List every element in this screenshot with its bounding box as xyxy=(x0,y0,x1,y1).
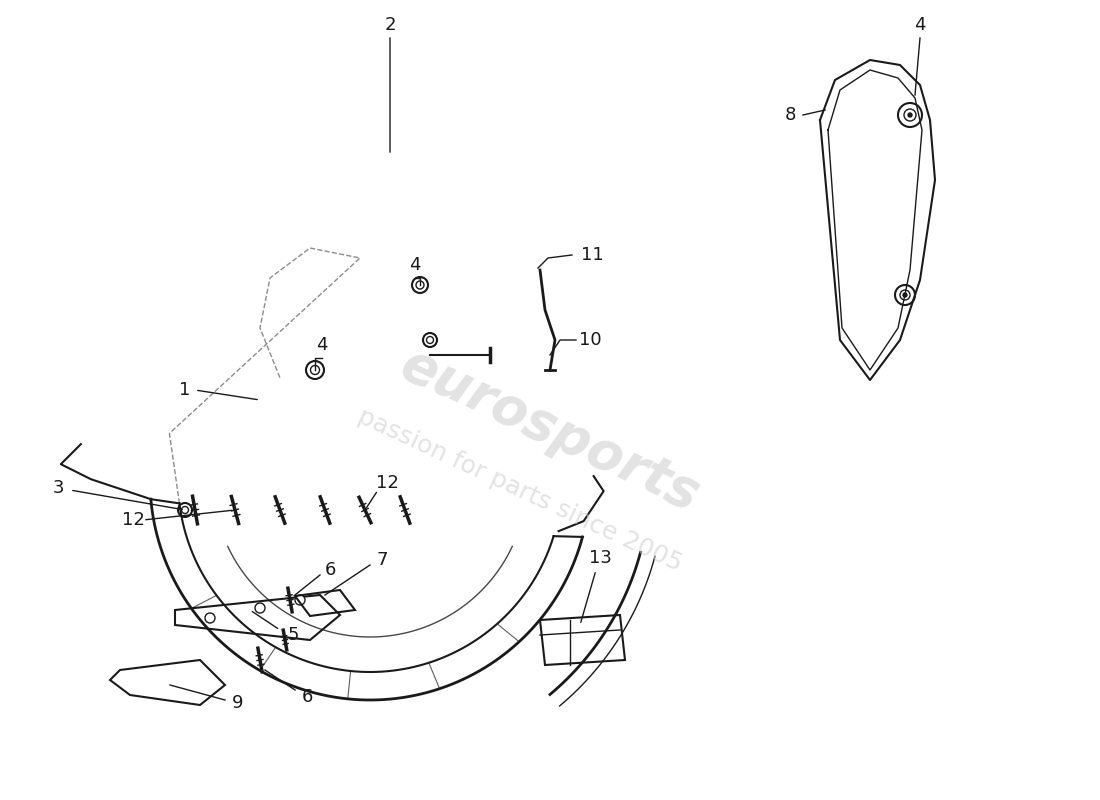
Text: 7: 7 xyxy=(376,551,387,569)
Circle shape xyxy=(310,366,319,374)
Text: 13: 13 xyxy=(588,549,612,567)
Text: 12: 12 xyxy=(122,511,144,529)
Circle shape xyxy=(895,285,915,305)
Circle shape xyxy=(255,603,265,613)
Text: 6: 6 xyxy=(301,688,312,706)
Text: passion for parts since 2005: passion for parts since 2005 xyxy=(354,404,686,576)
Text: 9: 9 xyxy=(232,694,244,712)
Text: 6: 6 xyxy=(324,561,336,579)
Circle shape xyxy=(178,503,192,517)
Circle shape xyxy=(182,506,188,514)
Circle shape xyxy=(903,293,907,297)
Text: 2: 2 xyxy=(384,16,396,34)
Circle shape xyxy=(295,595,305,605)
Text: 11: 11 xyxy=(581,246,604,264)
Circle shape xyxy=(908,113,912,117)
Circle shape xyxy=(900,290,910,300)
Text: 10: 10 xyxy=(579,331,602,349)
Circle shape xyxy=(416,281,424,289)
Text: 1: 1 xyxy=(179,381,190,399)
Circle shape xyxy=(205,613,214,623)
Circle shape xyxy=(898,103,922,127)
Text: 4: 4 xyxy=(317,336,328,354)
Text: 12: 12 xyxy=(375,474,398,492)
Text: 4: 4 xyxy=(409,256,420,274)
Circle shape xyxy=(424,333,437,347)
Circle shape xyxy=(904,109,916,121)
Text: 4: 4 xyxy=(914,16,926,34)
Text: 5: 5 xyxy=(287,626,299,644)
Text: 8: 8 xyxy=(784,106,795,124)
Circle shape xyxy=(306,361,324,379)
Circle shape xyxy=(427,337,433,343)
Circle shape xyxy=(412,277,428,293)
Text: eurosports: eurosports xyxy=(393,338,707,522)
Text: 3: 3 xyxy=(53,479,64,497)
